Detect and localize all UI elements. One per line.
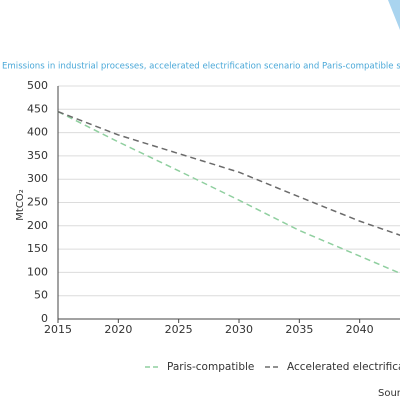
series-line	[57, 110, 400, 275]
x-tick-label: 2025	[165, 323, 193, 336]
y-tick-label: 350	[27, 149, 48, 162]
y-tick-label: 100	[27, 265, 48, 278]
y-tick-label: 50	[34, 289, 48, 302]
y-axis-label: MtCO₂	[15, 189, 26, 220]
y-tick-label: 150	[27, 242, 48, 255]
y-tick-label: 200	[27, 219, 48, 232]
source: Sourc	[378, 388, 400, 399]
y-tick-label: 400	[27, 126, 48, 139]
y-tick-label: 0	[41, 312, 48, 325]
y-tick-label: 500	[27, 79, 48, 92]
x-tick-label: 2020	[104, 323, 132, 336]
legend-label: Paris-compatible	[167, 361, 254, 373]
y-tick-label: 450	[27, 102, 48, 115]
y-tick-label: 250	[27, 196, 48, 209]
legend-label: Accelerated electrificati	[287, 361, 400, 373]
decoration	[388, 0, 400, 30]
x-tick-label: 2040	[346, 323, 374, 336]
x-tick-label: 2030	[225, 323, 253, 336]
x-tick-label: 2035	[285, 323, 313, 336]
x-tick-label: 2015	[44, 323, 72, 336]
chart-title: Emissions in industrial processes, accel…	[2, 62, 400, 72]
y-tick-label: 300	[27, 172, 48, 185]
series-line	[57, 110, 400, 236]
